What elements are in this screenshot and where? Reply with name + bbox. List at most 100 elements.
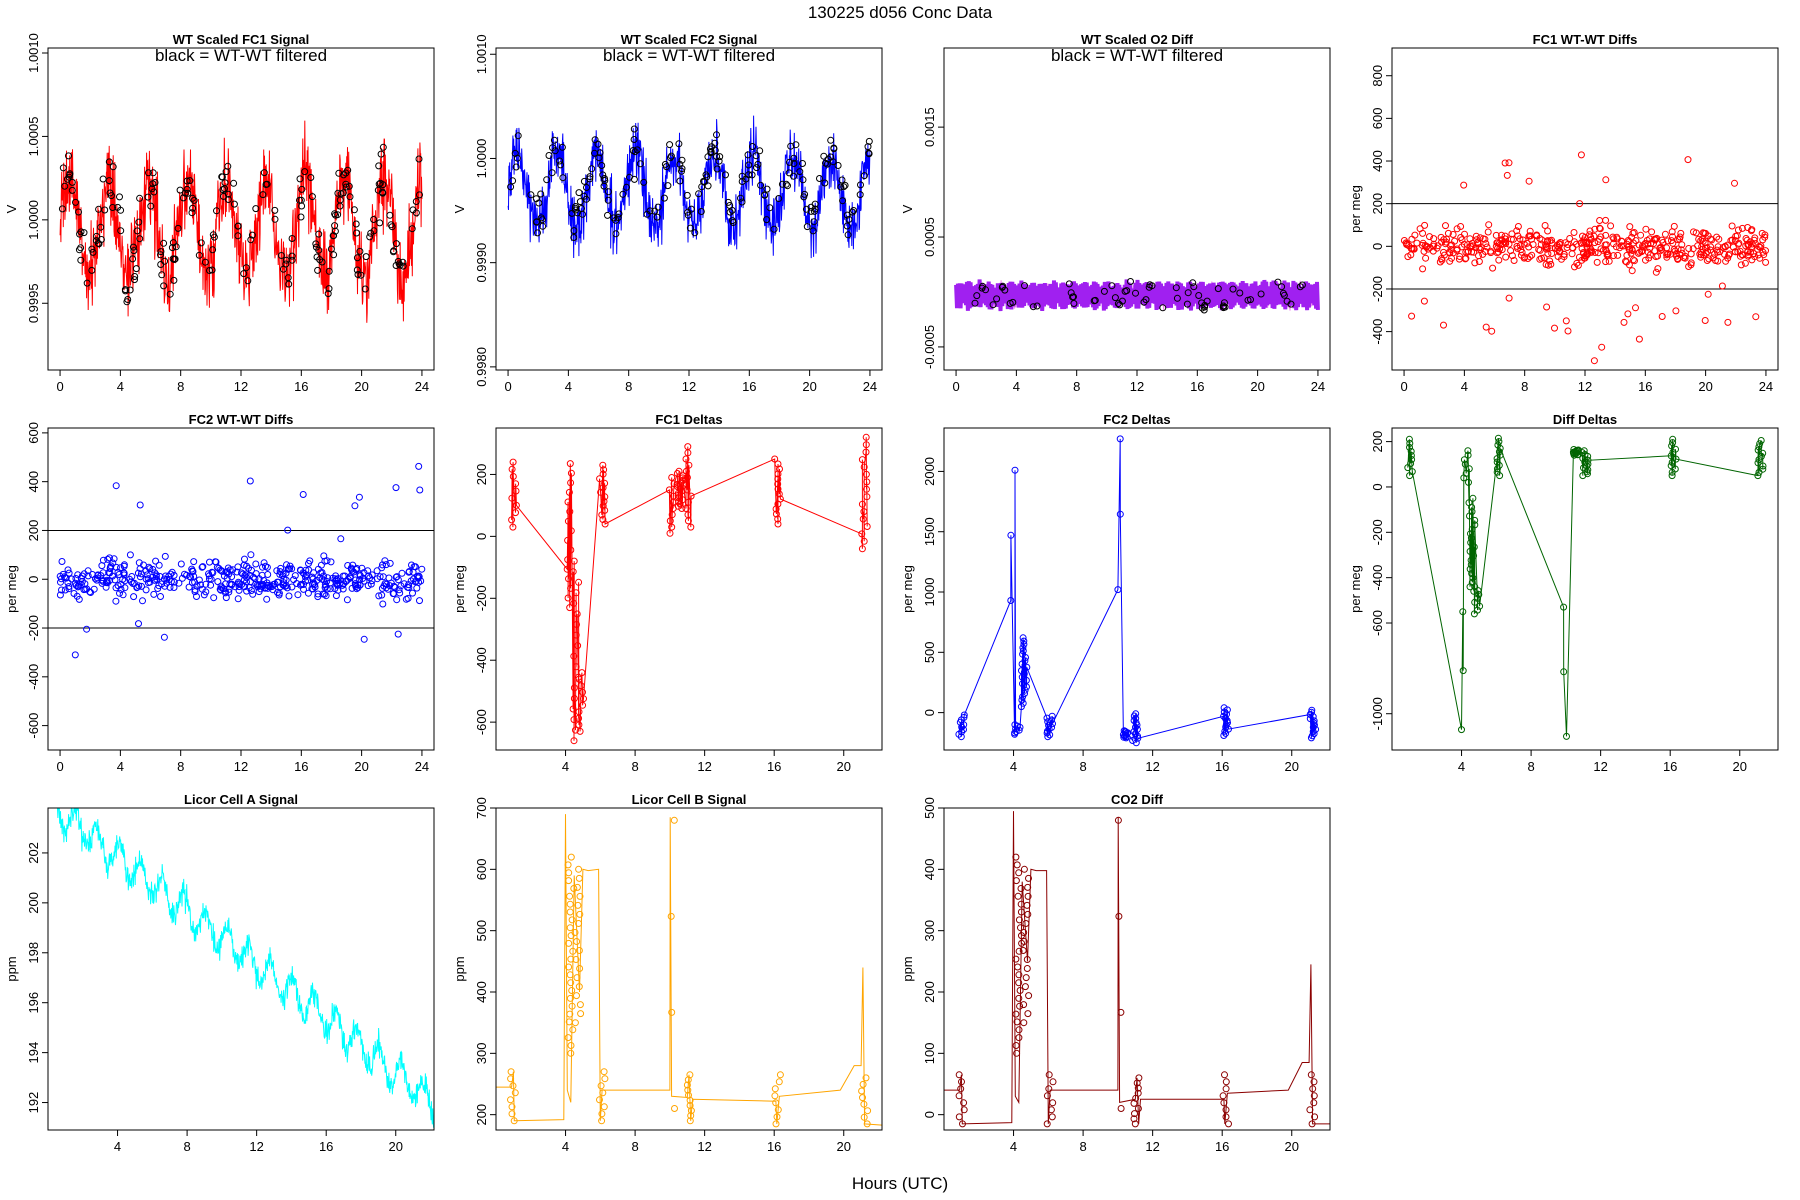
- data-point: [376, 219, 384, 227]
- data-point: [241, 571, 249, 579]
- y-tick-label: 0: [474, 533, 489, 540]
- data-point: [1603, 251, 1611, 259]
- y-tick-label: 200: [922, 981, 937, 1003]
- data-point: [97, 223, 105, 231]
- data-point: [189, 194, 196, 202]
- data-point: [1543, 245, 1551, 253]
- data-point: [1631, 257, 1638, 265]
- data-point: [1754, 472, 1762, 480]
- y-tick-label: 600: [1370, 108, 1385, 130]
- data-point: [1583, 243, 1591, 251]
- data-point: [1602, 231, 1610, 239]
- data-point: [415, 462, 423, 470]
- data-point: [364, 567, 372, 575]
- data-point: [668, 474, 676, 481]
- data-point: [353, 266, 361, 274]
- data-point: [1142, 296, 1150, 304]
- y-tick-label: -400: [1370, 319, 1385, 345]
- y-tick-label: 700: [474, 797, 489, 819]
- data-point: [199, 563, 207, 571]
- data-point: [285, 280, 293, 288]
- data-point: [1551, 324, 1558, 332]
- data-point: [135, 620, 142, 628]
- panel-p2: 0 4 8 12 16 20 24 0.9980 0.9990 1.0000 1.0010 WT Sc…: [452, 32, 883, 394]
- data-point: [1544, 227, 1552, 235]
- data-point: [576, 965, 584, 972]
- y-tick-label: 192: [26, 1092, 41, 1114]
- data-point: [1510, 257, 1518, 264]
- data-point: [1457, 234, 1465, 241]
- data-point: [1744, 248, 1751, 256]
- data-point: [1619, 242, 1627, 250]
- data-point: [129, 243, 137, 251]
- data-point: [1459, 667, 1467, 675]
- data-point: [222, 168, 230, 176]
- data-point: [68, 178, 76, 186]
- y-tick-label: 200: [1370, 193, 1385, 215]
- data-point: [1543, 303, 1551, 311]
- series-line: [496, 814, 882, 1126]
- data-point: [202, 580, 210, 588]
- data-point: [317, 561, 325, 569]
- data-point: [678, 167, 685, 175]
- data-point: [1406, 443, 1413, 451]
- data-point: [408, 225, 416, 233]
- data-point: [569, 705, 577, 713]
- data-point: [1502, 240, 1510, 247]
- data-point: [598, 162, 606, 169]
- data-point: [1724, 241, 1731, 249]
- figure-title: 130225 d056 Conc Data: [808, 3, 993, 22]
- data-point: [1560, 603, 1568, 611]
- data-point: [844, 231, 852, 239]
- data-point: [849, 208, 856, 216]
- data-point: [1496, 451, 1504, 459]
- data-point: [268, 583, 276, 590]
- data-point: [1475, 591, 1483, 598]
- x-tick-label: 20: [1698, 379, 1712, 394]
- data-point: [290, 576, 298, 584]
- data-point: [362, 253, 370, 261]
- data-point: [382, 561, 390, 569]
- data-point: [766, 204, 774, 212]
- data-point: [1570, 238, 1578, 246]
- data-point: [228, 573, 236, 581]
- data-point: [1760, 251, 1768, 259]
- data-point: [1219, 302, 1227, 310]
- data-point: [1494, 434, 1502, 442]
- data-point: [1065, 280, 1073, 288]
- data-point: [1741, 259, 1749, 267]
- data-point: [1593, 258, 1601, 266]
- data-point: [370, 216, 378, 223]
- x-tick-label: 4: [565, 379, 572, 394]
- y-tick-label: 800: [1370, 65, 1385, 87]
- data-point: [1090, 297, 1098, 305]
- data-point: [286, 565, 294, 573]
- data-point: [1020, 1019, 1028, 1027]
- data-point: [418, 565, 426, 573]
- data-point: [170, 584, 178, 591]
- x-tick-label: 12: [1593, 759, 1607, 774]
- data-point: [105, 158, 113, 166]
- data-point: [1556, 241, 1564, 249]
- data-point: [188, 209, 196, 217]
- data-point: [1131, 1110, 1138, 1118]
- data-point: [262, 562, 269, 570]
- data-point: [366, 233, 374, 241]
- data-point: [957, 733, 965, 741]
- data-point: [599, 484, 607, 492]
- data-point: [1759, 236, 1767, 244]
- data-point: [1464, 241, 1472, 249]
- data-point: [601, 520, 609, 528]
- y-tick-label: 196: [26, 992, 41, 1014]
- y-axis-label: V: [4, 204, 19, 213]
- data-point: [1460, 181, 1468, 189]
- data-point: [368, 571, 376, 579]
- data-point: [1123, 287, 1131, 295]
- data-point: [1307, 1071, 1315, 1079]
- data-point: [1173, 294, 1181, 302]
- data-point: [745, 171, 753, 179]
- data-point: [537, 190, 545, 198]
- data-point: [1116, 301, 1124, 309]
- data-point: [1021, 983, 1029, 991]
